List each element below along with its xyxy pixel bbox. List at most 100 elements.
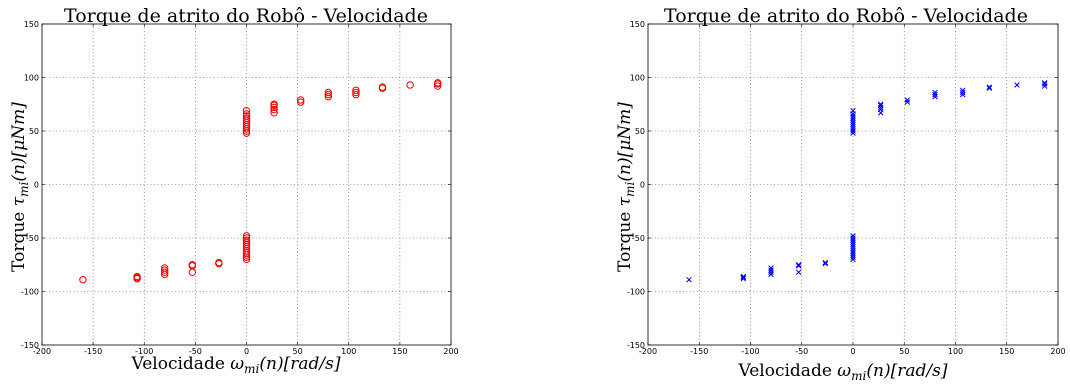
x-tick-label: -200 bbox=[33, 347, 51, 356]
x-ticks: -200 -150 -100 -50 0 50 100 150 200 bbox=[639, 24, 1066, 356]
data-point bbox=[324, 90, 332, 99]
data-point bbox=[133, 274, 141, 283]
data-point bbox=[850, 107, 856, 114]
data-point bbox=[768, 271, 774, 278]
data-point bbox=[795, 261, 802, 268]
chart-title: Torque de atrito do Robô - Velocidade bbox=[664, 5, 1028, 27]
data-point bbox=[270, 105, 278, 114]
grid bbox=[648, 24, 1058, 345]
data-point bbox=[795, 269, 802, 275]
data-point bbox=[242, 110, 251, 118]
data-point bbox=[850, 254, 856, 261]
data-point bbox=[850, 241, 856, 248]
x-tick-label: 100 bbox=[341, 347, 356, 356]
data-point bbox=[242, 255, 251, 264]
y-axis-label: Torque τmi(n)[μNm] bbox=[9, 102, 31, 272]
y-tick-label: 100 bbox=[630, 74, 645, 83]
y-tick-label: 50 bbox=[29, 127, 39, 136]
data-point bbox=[242, 251, 251, 259]
data-point bbox=[188, 268, 197, 276]
data-point bbox=[768, 265, 774, 271]
data-point bbox=[959, 87, 966, 94]
data-point bbox=[850, 113, 856, 119]
data-point bbox=[850, 117, 856, 124]
data-point bbox=[795, 263, 802, 269]
data-point bbox=[850, 252, 856, 258]
data-point bbox=[270, 100, 278, 108]
y-tick-label: -100 bbox=[21, 288, 39, 297]
data-point bbox=[850, 237, 856, 243]
x-tick-label: -200 bbox=[639, 347, 657, 356]
data-point bbox=[850, 233, 856, 239]
data-point bbox=[296, 98, 305, 106]
plot-area bbox=[42, 24, 451, 345]
data-point bbox=[740, 275, 747, 282]
data-point bbox=[822, 260, 829, 267]
data-point bbox=[434, 82, 442, 90]
plot-area bbox=[648, 24, 1058, 345]
x-axis-label: Velocidade ωmi(n)[rad/s] bbox=[131, 354, 341, 376]
data-point bbox=[822, 259, 829, 266]
data-point bbox=[850, 128, 856, 134]
data-point bbox=[1041, 81, 1048, 87]
x-tick-label: 50 bbox=[899, 347, 909, 356]
y-axis-label: Torque τmi(n)[μNm] bbox=[615, 102, 637, 272]
data-point bbox=[877, 106, 884, 113]
data-point bbox=[324, 88, 332, 97]
data-point bbox=[850, 119, 856, 126]
y-ticks: -150 -100 -50 0 50 100 150 bbox=[21, 20, 451, 350]
x-axis-label: Velocidade ωmi(n)[rad/s] bbox=[738, 361, 948, 383]
x-ticks: -200 -150 -100 -50 0 50 100 150 200 bbox=[33, 24, 459, 356]
data-point bbox=[161, 270, 169, 279]
data-points bbox=[79, 79, 442, 284]
data-point bbox=[932, 89, 938, 96]
data-point bbox=[406, 81, 414, 89]
data-point bbox=[242, 112, 251, 120]
x-tick-label: 0 bbox=[244, 347, 249, 356]
data-point bbox=[904, 99, 911, 105]
data-point bbox=[959, 91, 966, 98]
chart-left: -200 -150 -100 -50 0 50 100 150 200 -150-100-500… bbox=[9, 5, 459, 376]
data-point bbox=[296, 96, 305, 104]
y-tick-label: 100 bbox=[24, 74, 39, 83]
data-point bbox=[324, 93, 332, 101]
y-tick-label: 150 bbox=[630, 20, 645, 29]
x-tick-label: -150 bbox=[84, 347, 102, 356]
data-point bbox=[850, 121, 856, 128]
data-point bbox=[434, 79, 442, 87]
data-point bbox=[850, 250, 856, 256]
data-point bbox=[850, 130, 856, 136]
y-tick-label: -50 bbox=[632, 234, 645, 243]
data-point bbox=[352, 88, 360, 97]
x-tick-label: 0 bbox=[850, 347, 855, 356]
data-point bbox=[242, 106, 251, 115]
data-point bbox=[1014, 82, 1020, 88]
data-point bbox=[242, 253, 251, 261]
data-point bbox=[959, 89, 966, 96]
data-point bbox=[79, 276, 87, 284]
y-ticks: -150 -100 -50 0 50 100 150 bbox=[627, 20, 1058, 350]
data-point bbox=[850, 239, 856, 246]
data-point bbox=[986, 85, 993, 91]
data-point bbox=[768, 269, 774, 275]
data-point bbox=[850, 115, 856, 121]
data-point bbox=[850, 126, 856, 132]
data-point bbox=[270, 109, 278, 117]
data-point bbox=[686, 276, 692, 283]
data-point bbox=[352, 90, 360, 99]
data-point bbox=[740, 274, 747, 281]
y-tick-label: -150 bbox=[21, 341, 39, 350]
data-point bbox=[850, 256, 856, 263]
x-tick-label: 150 bbox=[392, 347, 407, 356]
data-point bbox=[904, 97, 911, 103]
data-point bbox=[270, 103, 278, 112]
y-tick-label: -50 bbox=[26, 234, 39, 243]
x-tick-label: 200 bbox=[1050, 347, 1065, 356]
y-tick-label: 0 bbox=[640, 181, 645, 190]
data-point bbox=[850, 248, 856, 254]
data-point bbox=[850, 235, 856, 241]
x-tick-label: 150 bbox=[999, 347, 1014, 356]
data-point bbox=[877, 102, 884, 109]
x-tick-label: 100 bbox=[948, 347, 963, 356]
